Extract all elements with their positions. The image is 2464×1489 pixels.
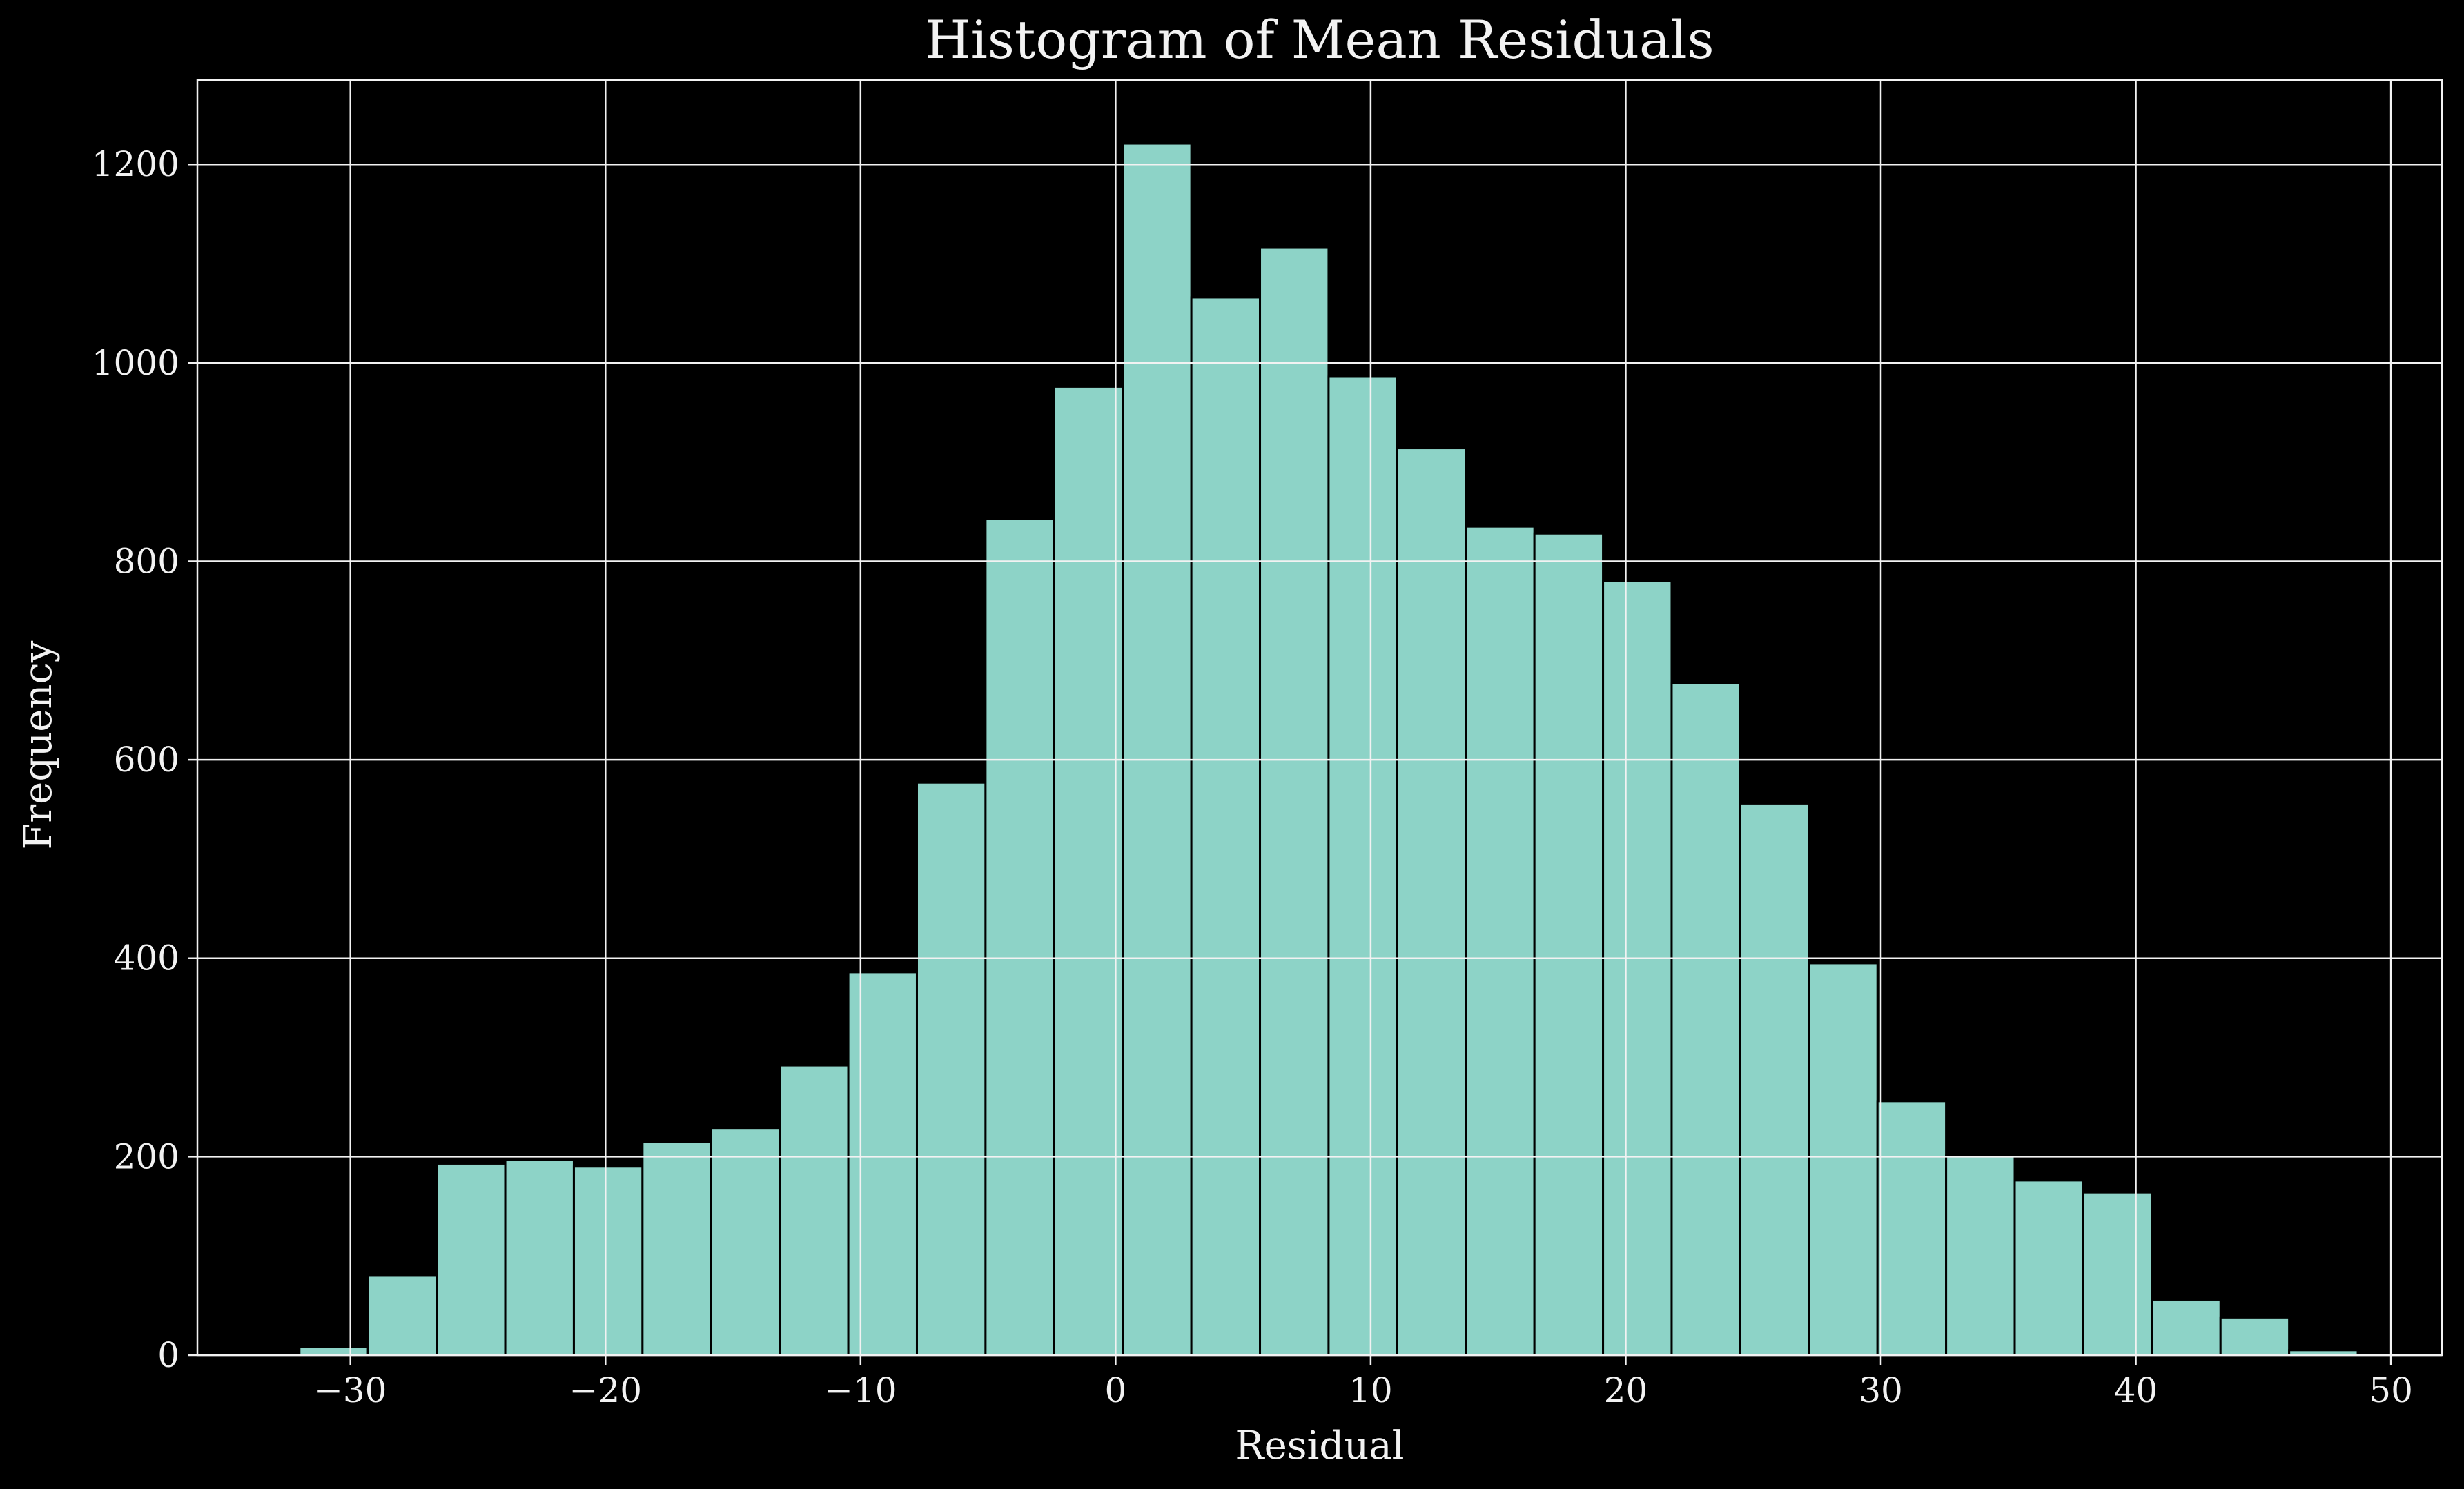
histogram-bar [1259,246,1330,1357]
histogram-bar [298,1345,369,1357]
histogram-bar [915,781,987,1357]
x-tick-label: 10 [1349,1370,1393,1410]
y-axis-ticks: 0 200 400 600 800 1000 1200 [92,144,197,1375]
x-tick-label: 20 [1604,1370,1648,1410]
y-tick-label: 200 [114,1136,179,1176]
histogram-bars [298,142,2359,1357]
histogram-bar [1602,580,1673,1357]
gridlines [197,80,2442,1357]
histogram-bar [847,971,918,1357]
histogram-bar [710,1127,781,1357]
x-tick-label: 50 [2369,1370,2413,1410]
x-tick-label: 40 [2114,1370,2158,1410]
histogram-bar [1739,802,1810,1357]
x-axis-label: Residual [1235,1423,1404,1468]
chart-title: Histogram of Mean Residuals [925,9,1714,70]
histogram-bar [2013,1179,2084,1357]
plot-frame [196,79,2443,1357]
histogram-bar [436,1162,507,1357]
histogram-bar [1876,1100,1948,1357]
histogram-bar [1122,142,1193,1357]
histogram-bar [641,1141,712,1357]
x-axis-ticks: −30 −20 −10 0 10 20 30 40 50 [314,1355,2413,1410]
histogram-bar [504,1158,575,1357]
histogram-bar [1945,1154,2016,1357]
histogram-bar [2082,1191,2153,1357]
x-tick-label: −10 [824,1370,897,1410]
x-tick-label: 30 [1859,1370,1903,1410]
x-tick-label: −30 [314,1370,387,1410]
histogram-bar [2151,1298,2222,1357]
histogram-bar [572,1165,644,1357]
histogram-bar [2219,1316,2291,1357]
y-tick-label: 600 [114,740,179,780]
y-tick-label: 0 [157,1335,179,1375]
y-tick-label: 400 [114,938,179,978]
x-tick-label: −20 [569,1370,643,1410]
histogram-bar [1808,962,1879,1357]
y-tick-label: 1000 [92,343,179,383]
histogram-bar [779,1064,850,1357]
histogram-bar [984,517,1055,1357]
y-tick-label: 800 [114,541,179,581]
y-tick-label: 1200 [92,144,179,184]
histogram-bar [366,1274,438,1357]
y-axis-label: Frequency [16,640,61,849]
histogram-bar [1327,375,1398,1357]
x-tick-label: 0 [1104,1370,1126,1410]
histogram-bar [1053,385,1124,1357]
histogram-bar [1465,525,1536,1357]
histogram-bar [1396,447,1467,1357]
histogram-bar [1533,532,1605,1357]
histogram-bar [1670,682,1741,1357]
histogram-bar [1190,296,1262,1357]
